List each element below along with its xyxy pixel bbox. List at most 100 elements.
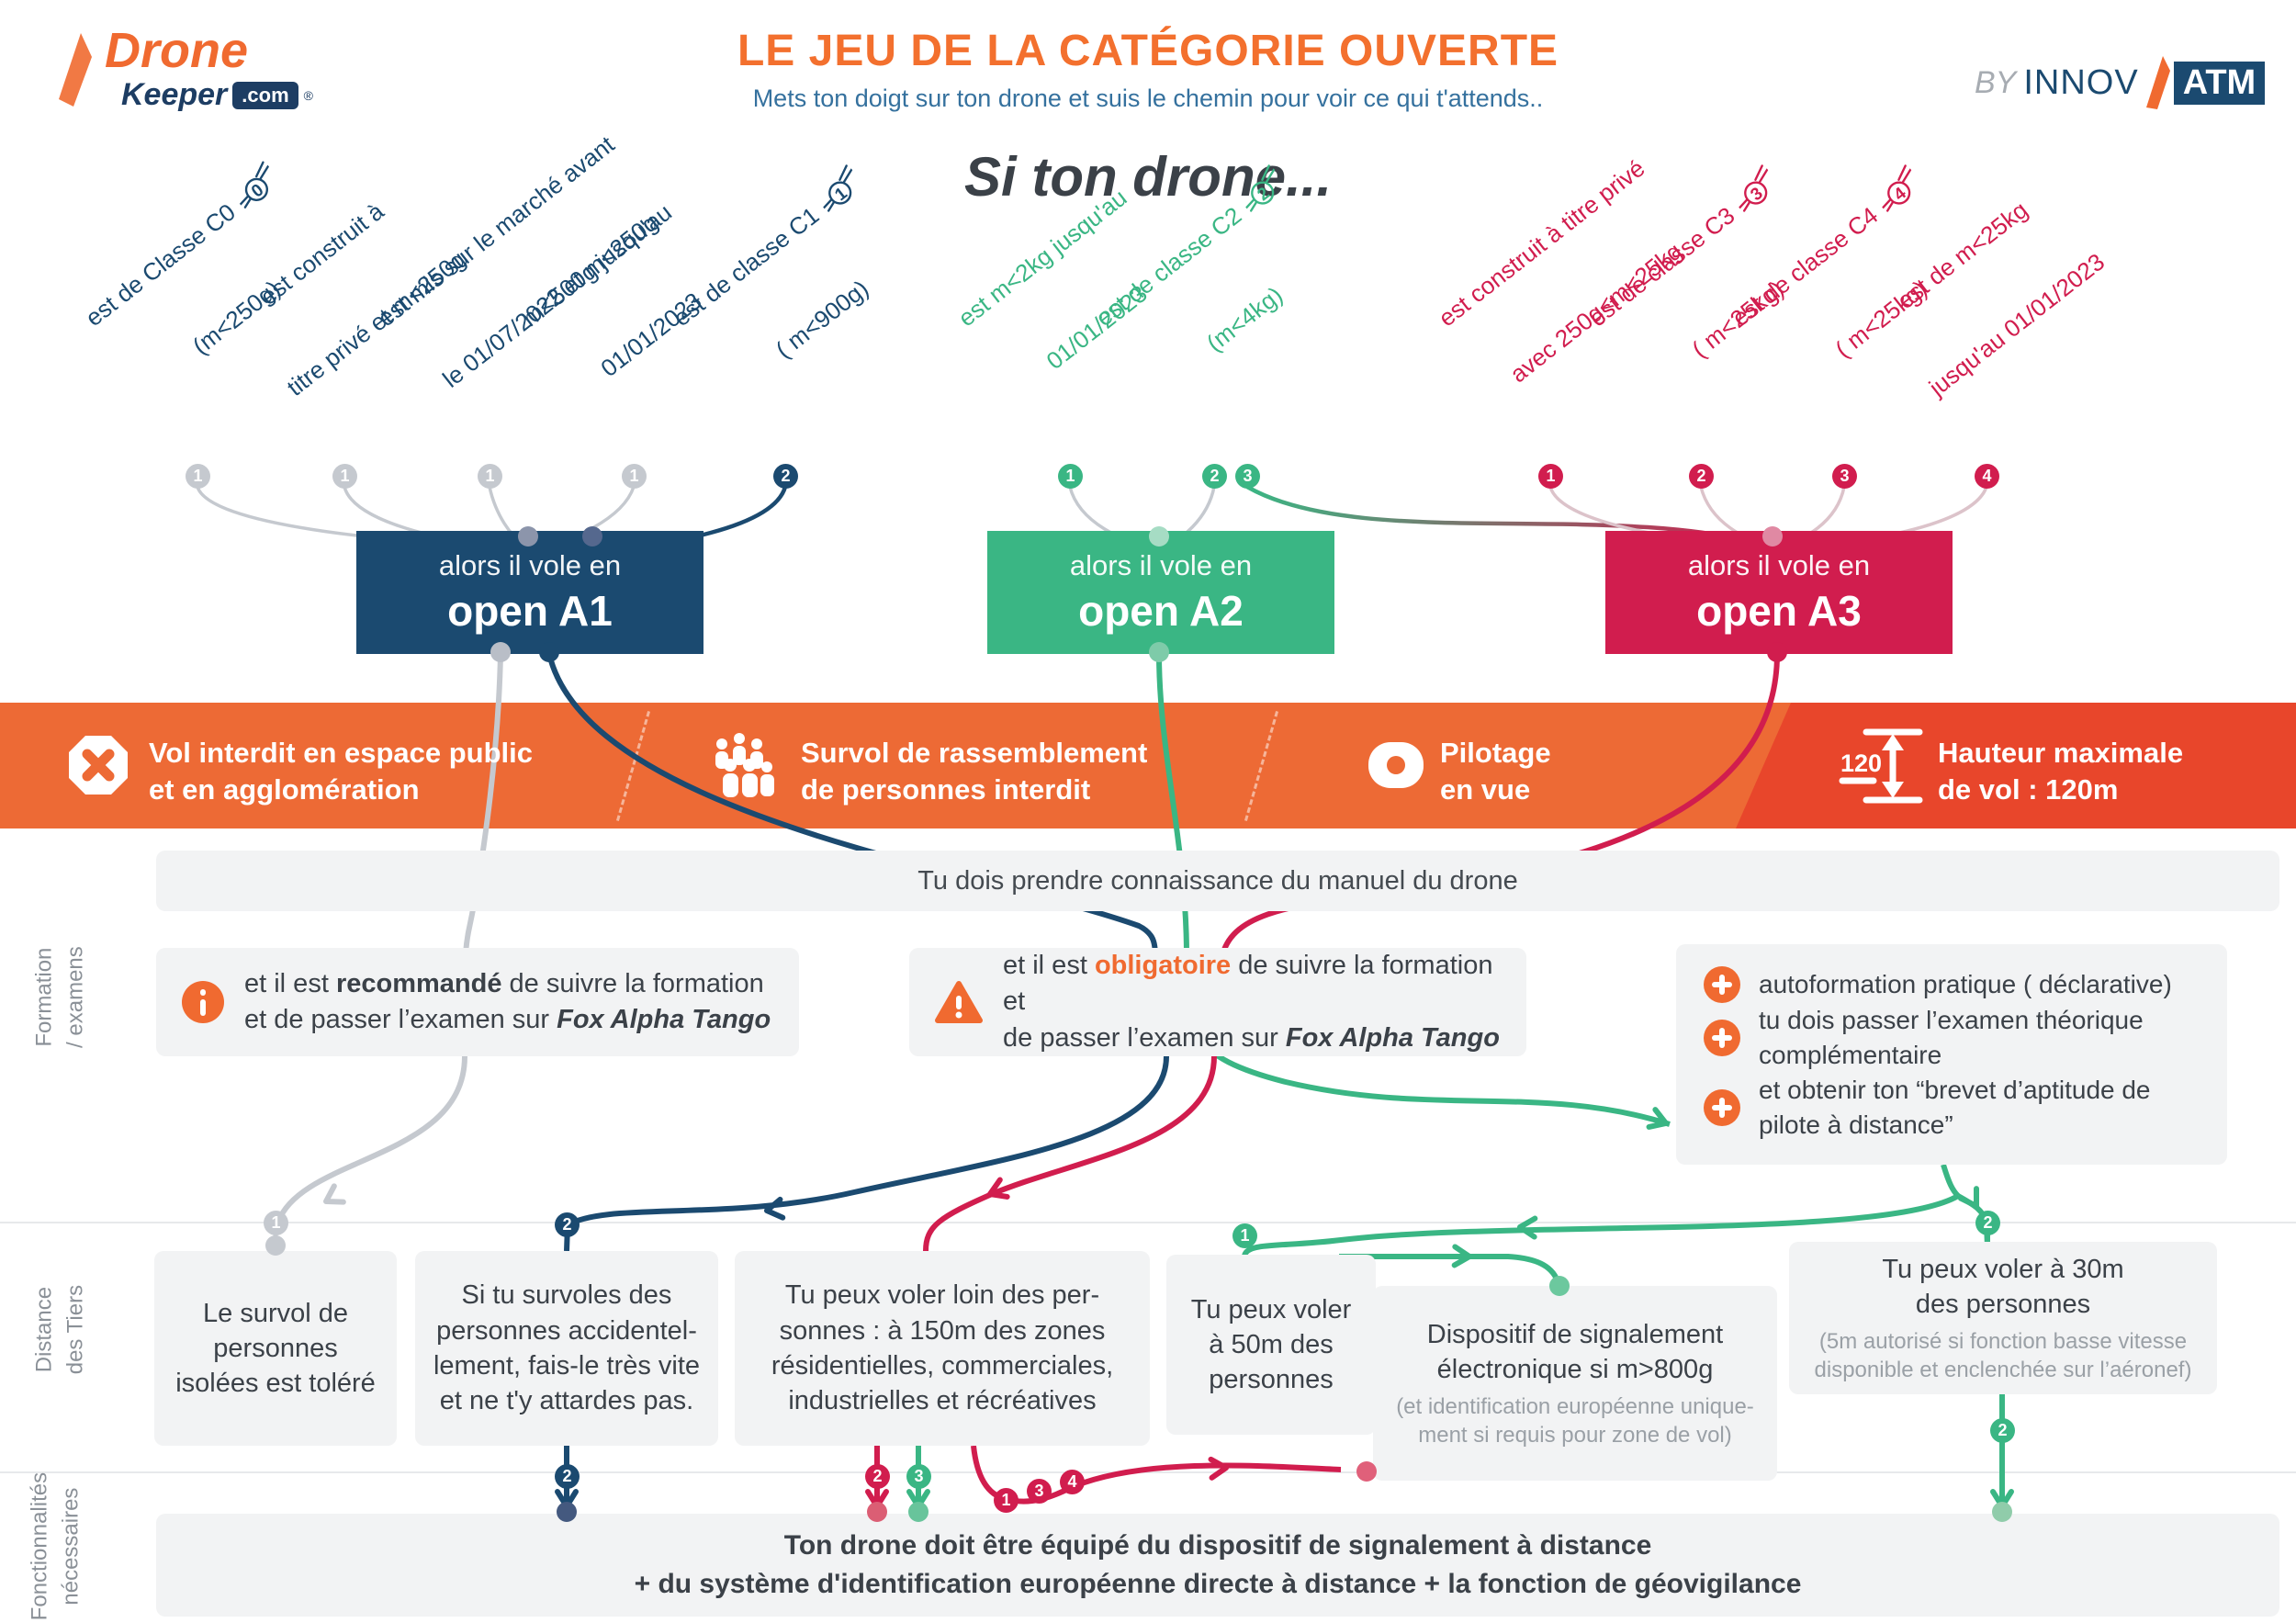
plus-icon xyxy=(1704,966,1740,1003)
badge-a1-5: 2 xyxy=(773,464,798,489)
card-formation-a3: autoformation pratique ( déclarative) tu… xyxy=(1676,944,2227,1165)
rules-banner xyxy=(0,703,2296,828)
dot-bar-green-2 xyxy=(1992,1502,2012,1522)
box-open-a2: alors il vole en open A2 xyxy=(987,531,1334,654)
card-150m: Tu peux voler loin des per- sonnes : à 1… xyxy=(735,1251,1150,1446)
red-to-150m xyxy=(923,1055,1217,1252)
dronekeeper-arrow-icon xyxy=(59,33,92,107)
dot-a2-bottom xyxy=(1149,642,1169,662)
badge-150m-red: 2 xyxy=(865,1464,890,1489)
features-line-2: + du système d'identification européenne… xyxy=(634,1569,1802,1599)
badge-accidental-top: 2 xyxy=(555,1212,580,1237)
branch-label-c3: est de classe C3 3 ( m<25kg) xyxy=(1545,118,1874,448)
drone-class-c1-icon: 1 xyxy=(823,164,853,212)
innovatm-arrow-icon xyxy=(2145,56,2170,109)
page-title: LE JEU DE LA CATÉGORIE OUVERTE xyxy=(737,27,1559,75)
badge-a2-3: 3 xyxy=(1235,464,1260,489)
card-isolated-people: Le survol de personnes isolées est tolér… xyxy=(154,1251,397,1446)
card-accidental-overflight: Si tu survoles des personnes accidentel-… xyxy=(415,1251,718,1446)
warning-icon xyxy=(935,981,983,1023)
dot-a1-bottom-navy xyxy=(539,642,559,662)
logo-registered-mark: ® xyxy=(303,87,313,103)
branch-label-c2: est de classe C2 2 (m<4kg) xyxy=(1052,118,1381,448)
max-height-icon: 120 xyxy=(1839,728,1923,804)
badge-a1-2: 1 xyxy=(332,464,357,489)
section-divider-2 xyxy=(0,1471,2296,1473)
badge-50m: 1 xyxy=(1232,1223,1257,1248)
section-divider-1 xyxy=(0,1222,2296,1223)
badge-30m-top: 2 xyxy=(1975,1211,2000,1235)
brand-innov: INNOV xyxy=(2023,62,2139,102)
dot-a2-top xyxy=(1149,526,1169,547)
badge-series-3: 3 xyxy=(1027,1479,1052,1504)
dot-a3-bottom xyxy=(1767,642,1787,662)
branch-label-c0: est de Classe C0 0 (m<250g) xyxy=(41,114,375,448)
plus-icon xyxy=(1704,1020,1740,1057)
badge-a3-4: 4 xyxy=(1975,464,1999,489)
logo-tld: .com xyxy=(232,81,298,109)
brand-by: BY xyxy=(1975,64,2017,100)
brand-atm: ATM xyxy=(2173,61,2266,105)
badge-accidental-bottom: 2 xyxy=(555,1464,580,1489)
card-30m: Tu peux voler à 30m des personnes (5m au… xyxy=(1789,1242,2217,1394)
page-subtitle: Mets ton doigt sur ton drone et suis le … xyxy=(752,85,1544,112)
a3-item-3: et obtenir ton “brevet d’aptitude de pil… xyxy=(1704,1073,2200,1143)
badge-150m-green: 3 xyxy=(906,1464,931,1489)
banner-label-vlos: Pilotage en vue xyxy=(1440,737,1551,806)
a3-item-2: tu dois passer l’examen théorique complé… xyxy=(1704,1003,2200,1073)
card-50m: Tu peux voler à 50m des personnes xyxy=(1166,1255,1376,1435)
badge-30m-bottom: 2 xyxy=(1990,1418,2015,1443)
dronekeeper-logo: Drone Keeper .com ® xyxy=(48,26,313,114)
branch-label-c1: est de classe C1 1 ( m<900g) xyxy=(629,118,959,448)
eye-icon xyxy=(1368,742,1424,788)
navy-to-accidental xyxy=(564,1055,1169,1252)
features-line-1: Ton drone doit être équipé du dispositif… xyxy=(783,1530,1652,1561)
drone-class-c3-icon: 3 xyxy=(1739,164,1769,212)
dot-a3-top xyxy=(1762,526,1783,547)
badge-a3-3: 3 xyxy=(1832,464,1857,489)
dot-a1-top-navy xyxy=(582,526,602,547)
logo-word-keeper: Keeper xyxy=(121,77,228,112)
dot-device-red xyxy=(1356,1461,1377,1482)
badge-a3-2: 2 xyxy=(1689,464,1714,489)
drone-class-c0-icon: 0 xyxy=(239,161,270,209)
logo-word-drone: Drone xyxy=(105,23,249,78)
info-icon xyxy=(182,981,224,1023)
badge-isolated: 1 xyxy=(264,1211,288,1235)
card-formation-mandatory: et il est obligatoire de suivre la forma… xyxy=(909,948,1526,1056)
box-open-a3: alors il vole en open A3 xyxy=(1605,531,1953,654)
a3-item-1: autoformation pratique ( déclarative) xyxy=(1704,966,2200,1003)
plus-icon xyxy=(1704,1089,1740,1127)
crowd-icon xyxy=(715,733,774,797)
svg-text:120: 120 xyxy=(1840,750,1882,777)
badge-a3-1: 1 xyxy=(1538,464,1563,489)
manual-bar: Tu dois prendre connaissance du manuel d… xyxy=(156,851,2279,911)
green-arc-to-50m xyxy=(1242,1193,1960,1284)
dot-bar-navy xyxy=(557,1502,577,1522)
branch-label-c4: est de classe C4 4 ( m<25kg) xyxy=(1688,118,2018,448)
badge-a1-1: 1 xyxy=(186,464,210,489)
features-bar: Ton drone doit être équipé du dispositif… xyxy=(156,1514,2279,1617)
dot-bar-green xyxy=(908,1502,929,1522)
max-height-segment xyxy=(1735,703,2296,828)
dot-isolated xyxy=(265,1235,286,1256)
banner-label-max-height: Hauteur maximale de vol : 120m xyxy=(1938,737,2184,806)
badge-a1-4: 1 xyxy=(622,464,647,489)
innovatm-logo: BY INNOV ATM xyxy=(1975,51,2266,115)
drone-class-c2-icon: 2 xyxy=(1245,164,1276,212)
card-signal-device: Dispositif de signalement électronique s… xyxy=(1373,1286,1777,1481)
badge-series-1: 1 xyxy=(994,1488,1019,1513)
no-entry-icon xyxy=(69,736,128,795)
dot-a1-top-gray xyxy=(518,526,538,547)
banner-label-no-crowd: Survol de rassemblement de personnes int… xyxy=(801,737,1148,806)
dot-bar-red xyxy=(867,1502,887,1522)
badge-series-4: 4 xyxy=(1060,1470,1085,1494)
card-formation-recommended: et il est recommandé de suivre la format… xyxy=(156,948,799,1056)
dot-a1-bottom-gray xyxy=(490,642,511,662)
badge-a2-1: 1 xyxy=(1058,464,1083,489)
badge-a1-3: 1 xyxy=(478,464,502,489)
badge-a2-2: 2 xyxy=(1202,464,1227,489)
box-open-a1: alors il vole en open A1 xyxy=(356,531,703,654)
